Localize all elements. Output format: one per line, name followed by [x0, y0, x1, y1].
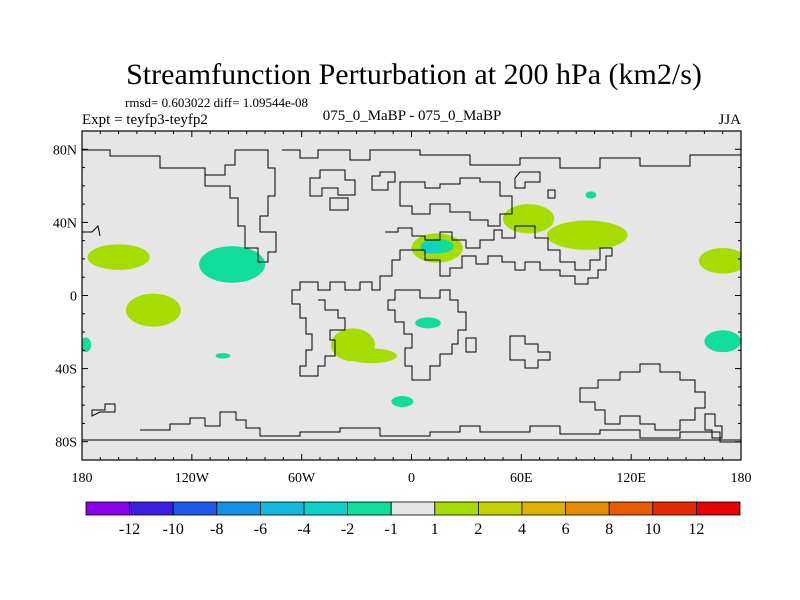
colorbar-box: [652, 501, 697, 516]
anomaly-region-0-1: [125, 293, 181, 327]
colorbar-label: 2: [474, 521, 482, 538]
anomaly-region-1-6: [82, 337, 92, 353]
colorbar-label: 12: [688, 521, 704, 538]
colorbar-box: [477, 501, 523, 516]
anomaly-region-0-4: [698, 247, 741, 274]
colorbar-label: 1: [431, 521, 439, 538]
anomaly-region-1-4: [585, 191, 597, 199]
chart-title: Streamfunction Perturbation at 200 hPa (…: [126, 58, 702, 91]
colorbar-box: [303, 501, 348, 516]
colorbar-label: 4: [518, 521, 526, 538]
colorbar-label: -8: [210, 521, 223, 538]
colorbar-label: 10: [645, 521, 661, 538]
colorbar-box: [696, 501, 741, 516]
anomaly-region-0-6: [345, 348, 397, 364]
y-tick-label: 80N: [53, 143, 77, 158]
colorbar-box: [259, 501, 305, 516]
anomaly-region-0-3: [546, 220, 628, 250]
anomaly-region-1-2: [415, 317, 441, 329]
anomaly-region-1-5: [704, 330, 741, 353]
x-tick-label: 0: [408, 471, 415, 486]
y-tick-label: 80S: [55, 436, 77, 451]
colorbar-box: [608, 501, 654, 516]
x-tick-label: 60E: [510, 471, 533, 486]
y-tick-label: 40S: [55, 363, 77, 378]
colorbar-box: [347, 501, 392, 516]
x-tick-label: 120W: [175, 471, 210, 486]
anomaly-regions: [82, 191, 741, 407]
x-tick-label: 60W: [288, 471, 316, 486]
anomaly-region-1-0: [199, 246, 266, 283]
anomaly-region-0-2: [503, 204, 555, 234]
colorbar-label: -10: [163, 521, 184, 538]
map-background: [82, 131, 741, 460]
colorbar-label: -1: [385, 521, 398, 538]
anomaly-region-1-7: [215, 353, 231, 359]
x-tick-label: 180: [731, 471, 752, 486]
colorbar-label: 6: [562, 521, 570, 538]
colorbar-box: [521, 501, 566, 516]
colorbar-box: [129, 501, 174, 516]
y-tick-label: 40N: [53, 216, 77, 231]
colorbar-label: -2: [341, 521, 354, 538]
colorbar-label: -12: [119, 521, 140, 538]
colorbar-box: [565, 501, 610, 516]
colorbar-box: [434, 501, 479, 516]
anomaly-region-2-0: [420, 242, 439, 254]
stats-text: rmsd= 0.603022 diff= 1.09544e-08: [125, 95, 308, 110]
x-tick-label: 180: [72, 471, 93, 486]
experiment-label: Expt = teyfp3-teyfp2: [82, 112, 208, 128]
anomaly-region-1-3: [391, 396, 414, 407]
colorbar-label: 8: [605, 521, 613, 538]
colorbar-box: [172, 501, 218, 516]
case-label: 075_0_MaBP - 075_0_MaBP: [323, 108, 502, 124]
colorbar-label: -6: [254, 521, 267, 538]
colorbar-box: [216, 501, 261, 516]
colorbar-label: -4: [297, 521, 310, 538]
y-tick-label: 0: [70, 290, 77, 305]
x-tick-label: 120E: [616, 471, 646, 486]
anomaly-region-0-0: [87, 244, 150, 270]
colorbar-box: [390, 501, 436, 516]
colorbar-box: [85, 501, 130, 516]
axes: 180 120W 60W 0 60E 120E 180 80N 40N 0 40S 80S: [53, 131, 752, 486]
coastlines: [82, 149, 741, 443]
season-label: JJA: [718, 112, 741, 128]
colorbar: -12 -10 -8 -6 -4 -2 -1 1 2 4 6 8 10 12: [85, 501, 741, 538]
